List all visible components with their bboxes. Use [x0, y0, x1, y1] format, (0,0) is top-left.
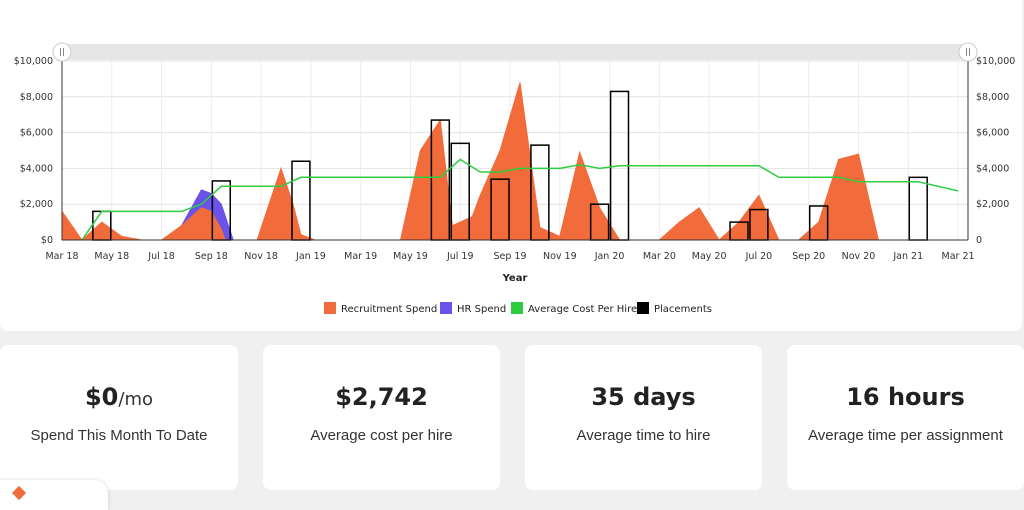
- stat-number: 16 hours: [846, 383, 965, 411]
- x-tick-label: Mar 20: [643, 251, 676, 262]
- stat-value: 35 days: [525, 383, 762, 411]
- navigator-left-handle[interactable]: [52, 42, 72, 62]
- y-tick-label-right: 0: [976, 235, 982, 246]
- recruitment-spend-area: [61, 82, 880, 241]
- y-tick-label-right: $10,000: [976, 56, 1015, 67]
- y-tick-label-left: $2,000: [20, 199, 53, 210]
- y-tick-label-left: $6,000: [20, 128, 53, 139]
- y-tick-label-right: $4,000: [976, 163, 1009, 174]
- stat-number: $0: [84, 383, 119, 411]
- stat-value: $0/mo: [0, 383, 238, 411]
- stat-label: Average cost per hire: [310, 427, 453, 444]
- x-tick-label: Jul 18: [147, 251, 175, 262]
- x-tick-label: Jul 19: [446, 251, 474, 262]
- x-tick-label: Mar 18: [45, 251, 78, 262]
- spend-chart: $0 0 $2,000 $2,000 $4,000 $4,000 $6,000 $6,000 $…: [14, 42, 1016, 315]
- legend-swatch: [637, 302, 649, 314]
- x-tick-label: Jan 19: [295, 251, 326, 262]
- legend-swatch: [511, 302, 523, 314]
- axis-layer: $0 0 $2,000 $2,000 $4,000 $4,000 $6,000 $6,000 $…: [14, 56, 1016, 262]
- legend-swatch: [324, 302, 336, 314]
- x-tick-label: Jan 20: [594, 251, 625, 262]
- x-tick-label: Nov 20: [842, 251, 876, 262]
- navigator-track[interactable]: [62, 44, 968, 60]
- legend: Recruitment Spend HR Spend Average Cost Pe…: [324, 302, 712, 315]
- stat-unit: /mo: [118, 389, 154, 410]
- legend-label: Recruitment Spend: [341, 304, 437, 315]
- x-tick-label: Sep 19: [494, 251, 527, 262]
- legend-label: Placements: [654, 304, 712, 315]
- y-tick-label-left: $0: [41, 235, 53, 246]
- x-tick-label: Nov 18: [244, 251, 278, 262]
- legend-label: HR Spend: [457, 304, 506, 315]
- legend-label: Average Cost Per Hire: [528, 304, 637, 315]
- y-tick-label-left: $4,000: [20, 163, 53, 174]
- x-tick-label: Jan 21: [892, 251, 923, 262]
- legend-swatch: [440, 302, 452, 314]
- stat-number: 35 days: [591, 383, 696, 411]
- x-tick-label: May 20: [692, 251, 727, 262]
- y-tick-label-right: $2,000: [976, 199, 1009, 210]
- stat-card-time-to-hire: 35 days Average time to hire: [525, 345, 762, 490]
- range-navigator[interactable]: [52, 42, 978, 62]
- x-tick-label: May 19: [393, 251, 428, 262]
- y-tick-label-right: $8,000: [976, 92, 1009, 103]
- stat-value: 16 hours: [787, 383, 1024, 411]
- x-tick-label: Nov 19: [543, 251, 577, 262]
- stat-number: $2,742: [335, 383, 428, 411]
- x-tick-label: Mar 19: [344, 251, 377, 262]
- y-tick-label-left: $8,000: [20, 92, 53, 103]
- y-tick-label-left: $10,000: [14, 56, 53, 67]
- stat-card-avg-cost: $2,742 Average cost per hire: [263, 345, 500, 490]
- chart-card: $0 0 $2,000 $2,000 $4,000 $4,000 $6,000 $6,000 $…: [0, 0, 1022, 331]
- x-tick-label: May 18: [94, 251, 129, 262]
- average-cost-line: [81, 158, 959, 241]
- x-tick-label: Sep 20: [792, 251, 825, 262]
- y-tick-label-right: $6,000: [976, 128, 1009, 139]
- stat-label: Average time to hire: [576, 427, 711, 444]
- stat-value: $2,742: [263, 383, 500, 411]
- stat-card-time-per-assignment: 16 hours Average time per assignment: [787, 345, 1024, 490]
- stat-label: Spend This Month To Date: [30, 427, 208, 444]
- stat-card-spend-month: $0/mo Spend This Month To Date: [0, 345, 238, 490]
- stat-label: Average time per assignment: [808, 427, 1003, 444]
- x-axis-title: Year: [502, 273, 528, 284]
- x-tick-label: Jul 20: [745, 251, 773, 262]
- x-tick-label: Mar 21: [942, 251, 975, 262]
- x-tick-label: Sep 18: [195, 251, 228, 262]
- navigator-right-handle[interactable]: [958, 42, 978, 62]
